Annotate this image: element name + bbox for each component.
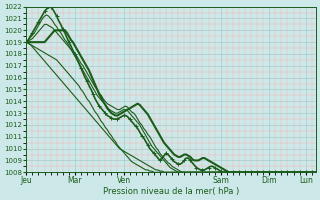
- X-axis label: Pression niveau de la mer( hPa ): Pression niveau de la mer( hPa ): [103, 187, 239, 196]
